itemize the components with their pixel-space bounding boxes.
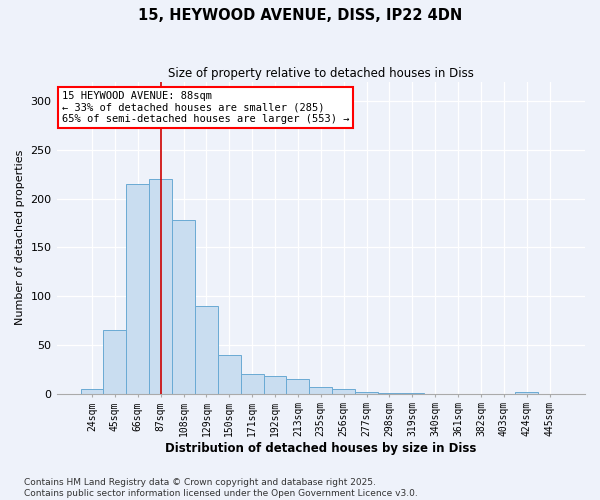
Bar: [355, 392, 378, 394]
Bar: [378, 392, 401, 394]
Bar: [310, 386, 332, 394]
Text: 15 HEYWOOD AVENUE: 88sqm
← 33% of detached houses are smaller (285)
65% of semi-: 15 HEYWOOD AVENUE: 88sqm ← 33% of detach…: [62, 91, 349, 124]
Bar: [80, 388, 103, 394]
Bar: [149, 179, 172, 394]
Bar: [286, 379, 310, 394]
Bar: [218, 354, 241, 394]
Bar: [332, 388, 355, 394]
Title: Size of property relative to detached houses in Diss: Size of property relative to detached ho…: [168, 68, 474, 80]
Text: Contains HM Land Registry data © Crown copyright and database right 2025.
Contai: Contains HM Land Registry data © Crown c…: [24, 478, 418, 498]
Bar: [195, 306, 218, 394]
Text: 15, HEYWOOD AVENUE, DISS, IP22 4DN: 15, HEYWOOD AVENUE, DISS, IP22 4DN: [138, 8, 462, 22]
Bar: [263, 376, 286, 394]
Y-axis label: Number of detached properties: Number of detached properties: [15, 150, 25, 326]
X-axis label: Distribution of detached houses by size in Diss: Distribution of detached houses by size …: [165, 442, 476, 455]
Bar: [401, 392, 424, 394]
Bar: [515, 392, 538, 394]
Bar: [127, 184, 149, 394]
Bar: [103, 330, 127, 394]
Bar: [241, 374, 263, 394]
Bar: [172, 220, 195, 394]
